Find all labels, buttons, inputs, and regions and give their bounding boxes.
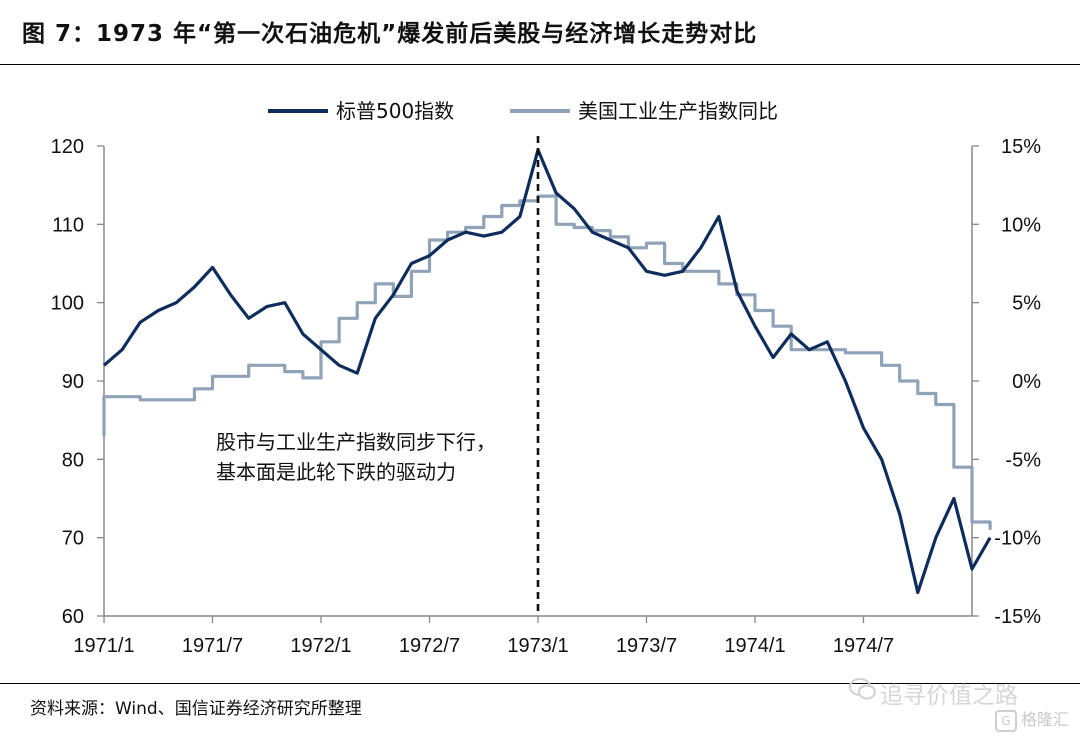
y-right-tick-label: -15% [994, 606, 1041, 628]
logo-text: 格隆汇 [1021, 710, 1070, 729]
watermark-text: 追寻价值之路 [880, 683, 1018, 709]
x-tick-label: 1971/1 [73, 635, 134, 657]
annotation-line: 基本面是此轮下跌的驱动力 [216, 460, 456, 484]
legend-label-ip: 美国工业生产指数同比 [578, 99, 778, 123]
legend: 标普500指数 美国工业生产指数同比 [268, 99, 778, 123]
y-right-tick-label: -10% [994, 528, 1041, 550]
y-right-tick-label: 5% [1012, 293, 1041, 315]
y-left-tick-label: 100 [51, 293, 84, 315]
y-left-tick-label: 60 [62, 606, 84, 628]
legend-label-sp500: 标普500指数 [336, 99, 454, 123]
source-divider [0, 683, 1080, 684]
source-note: 资料来源：Wind、国信证券经济研究所整理 [30, 699, 362, 719]
series-line-ip-yoy [102, 194, 992, 530]
y-right-tick-label: -5% [1005, 449, 1041, 471]
y-left-tick-label: 90 [62, 371, 84, 393]
chart-axes [97, 145, 979, 623]
x-tick-label: 1971/7 [182, 635, 243, 657]
chart-annotation: 股市与工业生产指数同步下行， 基本面是此轮下跌的驱动力 [216, 430, 496, 484]
gelonghui-logo: G 格隆汇 [995, 706, 1069, 732]
tick-labels: 60 70 80 90 100 110 120 -15% -10% -5% 0% 5% 10% 15% 19… [51, 136, 1042, 657]
y-right-tick-label: 10% [1001, 214, 1041, 236]
wechat-icon [849, 678, 876, 700]
x-tick-label: 1974/1 [724, 635, 785, 657]
y-left-tick-label: 110 [52, 214, 84, 236]
y-left-tick-label: 70 [62, 528, 84, 550]
x-tick-label: 1973/7 [616, 635, 677, 657]
x-tick-label: 1972/7 [399, 635, 460, 657]
title-divider [0, 64, 1080, 65]
series-layer [102, 136, 992, 616]
figure-title: 图 7：1973 年“第一次石油危机”爆发前后美股与经济增长走势对比 [22, 21, 758, 47]
x-tick-label: 1974/7 [833, 635, 894, 657]
y-right-tick-label: 15% [1001, 136, 1041, 158]
series-line-sp500 [102, 148, 992, 595]
x-tick-label: 1973/1 [507, 635, 568, 657]
annotation-line: 股市与工业生产指数同步下行， [216, 430, 496, 454]
y-left-tick-label: 80 [62, 449, 84, 471]
x-tick-label: 1972/1 [290, 635, 351, 657]
y-left-tick-label: 120 [51, 136, 84, 158]
logo-icon: G [995, 709, 1017, 732]
y-right-tick-label: 0% [1012, 371, 1041, 393]
